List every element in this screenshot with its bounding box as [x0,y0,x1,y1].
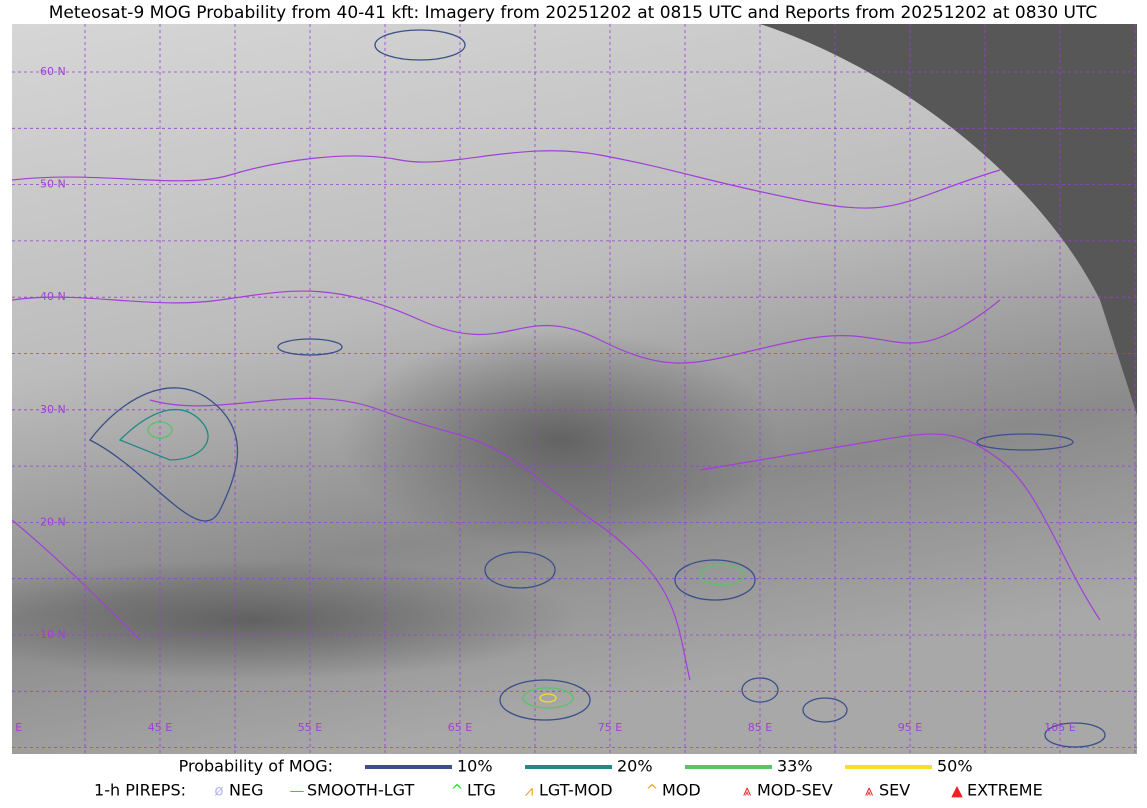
lat-label: 40 N [40,290,66,303]
legend-label: 20% [617,757,653,776]
lon-label: 35 E [0,721,22,734]
lon-label: 55 E [298,721,322,734]
pirep-label: NEG [229,781,263,800]
lon-label: 45 E [148,721,172,734]
borders [12,150,1101,681]
lon-label: 85 E [748,721,772,734]
pirep-label: LGT-MOD [539,781,613,800]
legend-label: 33% [777,757,813,776]
lat-label: 50 N [40,178,66,191]
off-disk [760,24,1137,415]
graticule [12,24,1137,754]
pirep-symbol: ^ [646,782,659,800]
pirep-label: SMOOTH-LGT [307,781,414,800]
pirep-label: MOD [662,781,701,800]
dark-region [340,330,780,550]
pirep-label: SEV [879,781,910,800]
pirep-symbol: ø [214,782,223,800]
title: Meteosat-9 MOG Probability from 40-41 kf… [49,3,1098,23]
pirep-symbol: ⩓ [865,782,874,800]
legend-title: 1-h PIREPS: [94,781,186,800]
legend-title: Probability of MOG: [179,757,333,776]
pirep-symbol: ⩘ [525,782,533,800]
lat-label: 60 N [40,65,66,78]
legend-label: 10% [457,757,493,776]
legend: Probability of MOG: 10% 20% 33% 50% 1-h PIREP… [94,757,1043,800]
pirep-symbol: ⩓ [743,782,752,800]
lat-label: 30 N [40,403,66,416]
lon-label: 105 E [1044,721,1075,734]
legend-label: 50% [937,757,973,776]
lon-label: 95 E [898,721,922,734]
pirep-symbol: ▲ [951,782,963,800]
lat-label: 20 N [40,515,66,528]
lat-label: 10 N [40,628,66,641]
pirep-label: MOD-SEV [757,781,833,800]
contours [89,29,1106,748]
lon-label: 75 E [598,721,622,734]
pirep-label: EXTREME [967,781,1043,800]
lon-label: 65 E [448,721,472,734]
graticule-labels: 60 N 50 N 40 N 30 N 20 N 10 N 35 E 45 E 55 E 65 E… [0,65,1076,734]
map: 60 N 50 N 40 N 30 N 20 N 10 N 35 E 45 E 55 E 65 E… [0,24,1137,754]
pirep-symbol: ^ [451,782,464,800]
pirep-symbol: — [290,782,305,800]
pirep-label: LTG [467,781,496,800]
dark-region [12,560,580,680]
